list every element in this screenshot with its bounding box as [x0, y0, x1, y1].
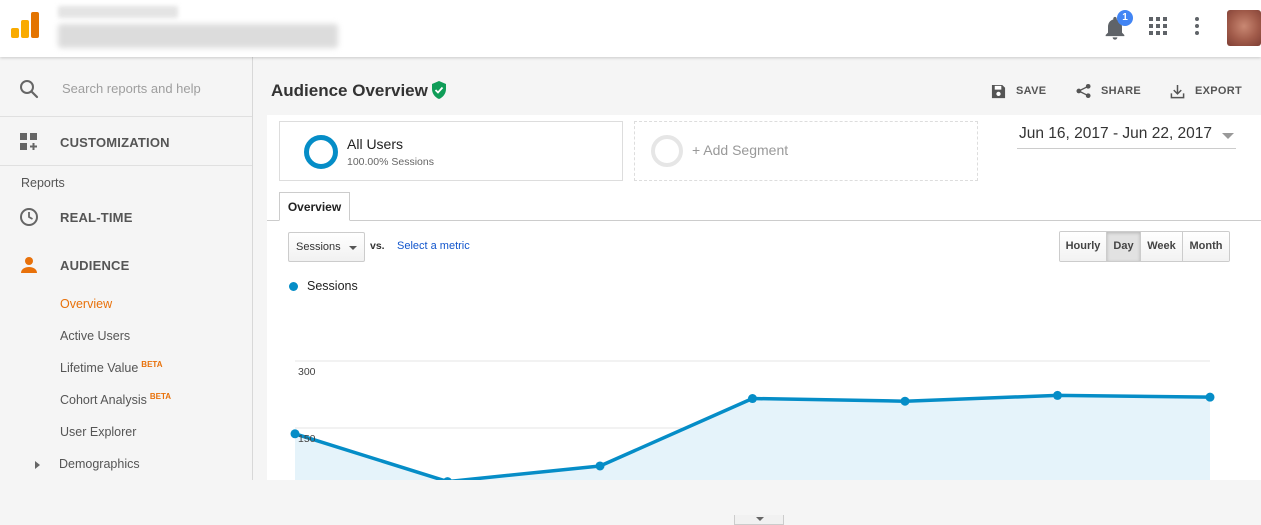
data-point — [1053, 390, 1062, 400]
save-icon — [991, 84, 1006, 98]
sidebar-item-realtime[interactable]: REAL-TIME — [0, 193, 252, 241]
sidebar-item-label: AUDIENCE — [60, 258, 130, 273]
legend-dot — [289, 281, 298, 291]
chart-collapse-handle[interactable] — [734, 515, 784, 525]
top-bar: 1 — [0, 0, 1261, 57]
sidebar-item-audience[interactable]: AUDIENCE — [0, 241, 252, 289]
segment-name: All Users — [347, 136, 404, 152]
sidebar-subitem-active-users[interactable]: Active Users — [60, 329, 131, 343]
beta-badge: BETA — [149, 392, 172, 401]
clock-icon — [20, 208, 38, 226]
granularity-hourly[interactable]: Hourly — [1060, 232, 1107, 261]
sessions-area — [295, 395, 1210, 480]
account-name-redacted[interactable] — [58, 6, 178, 18]
date-range-picker[interactable]: Jun 16, 2017 - Jun 22, 2017 — [1017, 125, 1236, 149]
legend-series-name: Sessions — [307, 279, 358, 293]
save-button[interactable]: SAVE — [991, 82, 1046, 100]
y-tick-label: 150 — [298, 433, 316, 445]
notification-count-badge: 1 — [1117, 10, 1133, 26]
download-icon — [1170, 84, 1185, 98]
tab-divider — [267, 220, 1261, 221]
sidebar-item-label: REAL-TIME — [60, 210, 133, 225]
tab-overview[interactable]: Overview — [279, 192, 350, 221]
search-placeholder[interactable]: Search reports and help — [62, 81, 201, 96]
page-title: Audience Overview — [271, 81, 428, 100]
analytics-logo-icon[interactable] — [11, 12, 39, 40]
data-point — [748, 394, 757, 404]
data-point — [290, 429, 300, 439]
sidebar-subitem-user-explorer[interactable]: User Explorer — [60, 425, 137, 439]
segment-detail: 100.00% Sessions — [347, 156, 434, 168]
apps-grid-icon[interactable] — [1148, 16, 1168, 36]
date-range-label: Jun 16, 2017 - Jun 22, 2017 — [1019, 125, 1213, 142]
select-metric-link[interactable]: Select a metric — [397, 240, 470, 252]
granularity-day[interactable]: Day — [1107, 232, 1141, 261]
sidebar-search[interactable]: Search reports and help — [0, 57, 252, 117]
share-label: SHARE — [1101, 85, 1142, 97]
beta-badge: BETA — [141, 360, 163, 369]
dashboard-add-icon — [20, 133, 37, 150]
chevron-down-icon — [1222, 133, 1234, 139]
sidebar-subitem-label: Cohort Analysis — [60, 393, 147, 407]
data-point — [1205, 392, 1215, 402]
granularity-toggle: Hourly Day Week Month — [1059, 231, 1230, 262]
add-segment-label: + Add Segment — [692, 142, 789, 158]
verified-shield-icon — [432, 81, 446, 99]
granularity-week[interactable]: Week — [1141, 232, 1183, 261]
main-panel: Audience Overview SAVE SHARE EXPORT All … — [254, 57, 1261, 525]
person-icon — [21, 257, 37, 273]
sidebar-subitem-overview[interactable]: Overview — [60, 297, 113, 311]
data-point — [900, 396, 910, 406]
sidebar-item-label: CUSTOMIZATION — [60, 135, 170, 150]
report-content: All Users 100.00% Sessions + Add Segment… — [267, 115, 1261, 525]
expand-triangle-icon[interactable] — [35, 461, 40, 469]
sessions-line — [294, 393, 1211, 480]
chevron-down-icon — [349, 246, 357, 250]
granularity-month[interactable]: Month — [1183, 232, 1229, 261]
sidebar-subitem-cohort-analysis[interactable]: Cohort Analysis BETA — [60, 392, 172, 407]
export-label: EXPORT — [1195, 85, 1243, 97]
reports-heading: Reports — [21, 176, 65, 190]
y-tick-label: 300 — [298, 366, 316, 378]
export-button[interactable]: EXPORT — [1170, 82, 1242, 100]
property-name-redacted[interactable] — [58, 24, 338, 48]
sidebar-subitem-demographics[interactable]: Demographics — [59, 457, 140, 471]
sidebar: Search reports and help CUSTOMIZATION Re… — [0, 57, 253, 480]
user-avatar[interactable] — [1227, 10, 1261, 46]
segment-ring-icon — [304, 135, 338, 169]
metric-select[interactable]: Sessions — [288, 232, 365, 262]
sidebar-subitem-label: Lifetime Value — [60, 361, 139, 375]
segment-ring-placeholder-icon — [651, 135, 683, 167]
share-button[interactable]: SHARE — [1076, 82, 1141, 100]
chevron-down-icon — [756, 517, 764, 521]
segment-all-users[interactable]: All Users 100.00% Sessions — [279, 121, 623, 181]
search-icon — [20, 80, 39, 99]
save-label: SAVE — [1016, 85, 1047, 97]
sidebar-item-customization[interactable]: CUSTOMIZATION — [0, 118, 252, 166]
metric-select-value: Sessions — [296, 241, 341, 253]
chart-legend: Sessions — [289, 279, 358, 293]
vs-label: vs. — [370, 240, 385, 252]
sidebar-subitem-lifetime-value[interactable]: Lifetime Value BETA — [60, 360, 163, 375]
more-vert-icon[interactable] — [1190, 16, 1204, 36]
add-segment-button[interactable]: + Add Segment — [634, 121, 978, 181]
share-icon — [1076, 83, 1091, 99]
data-point — [595, 461, 605, 471]
